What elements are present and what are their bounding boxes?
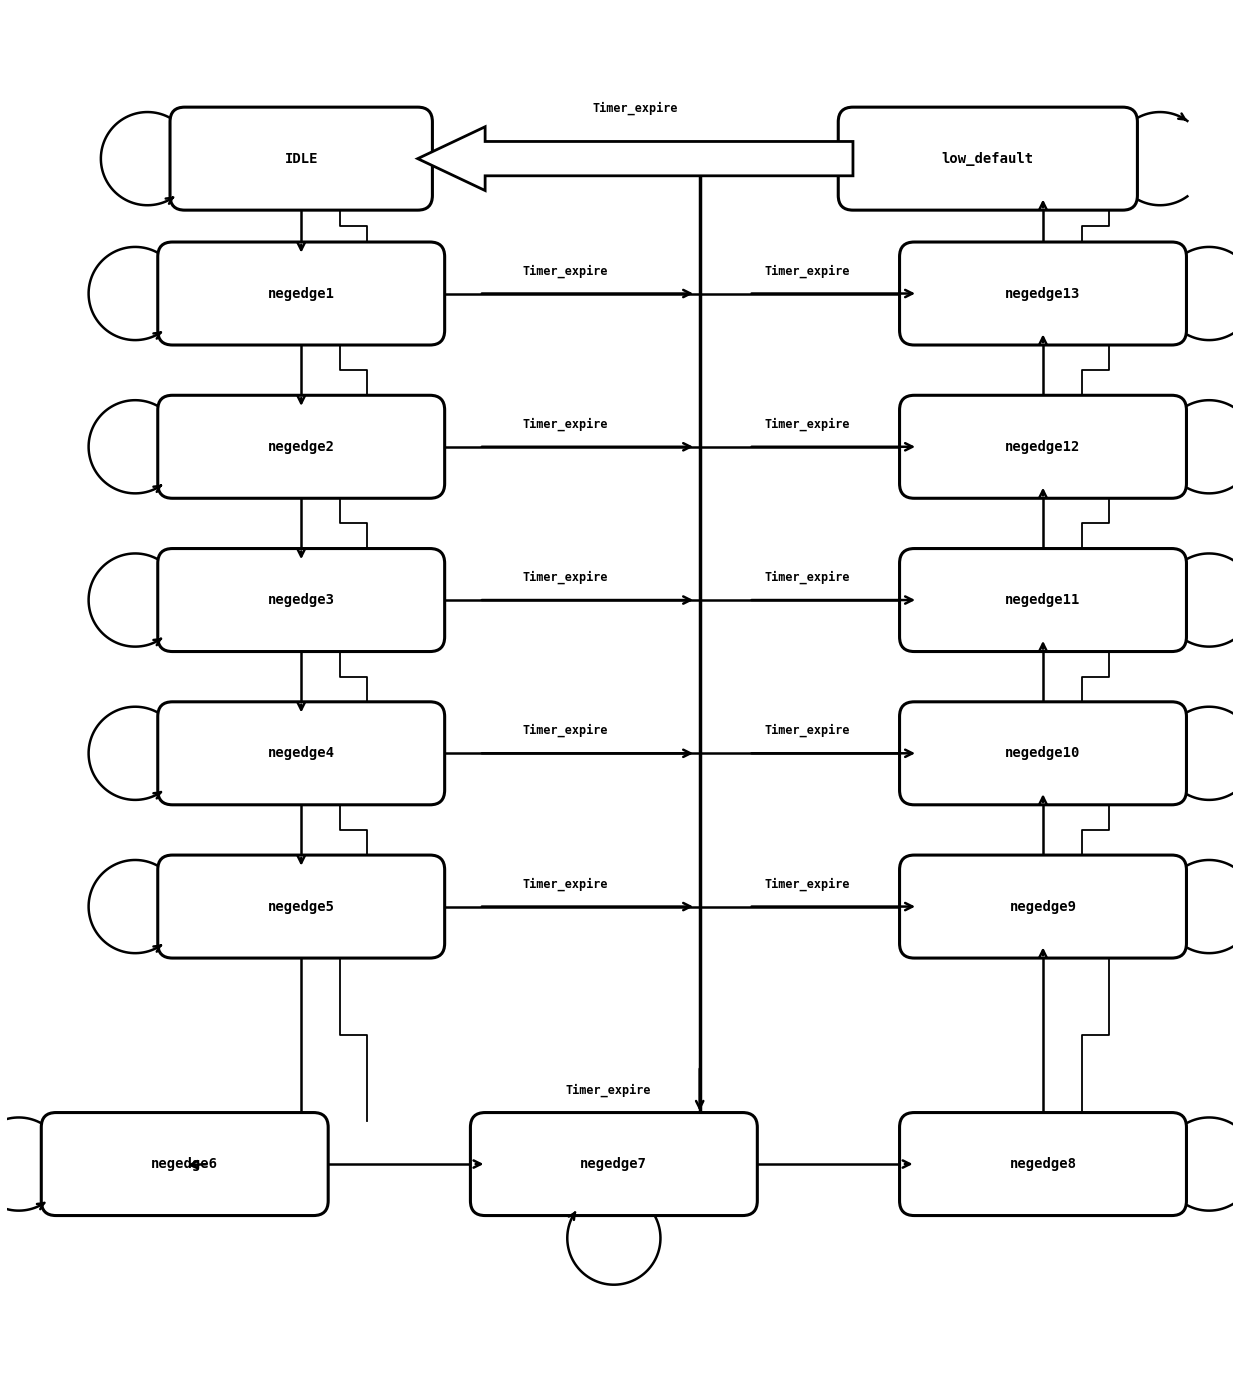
Text: negedge13: negedge13 <box>1006 286 1081 300</box>
Text: negedge11: negedge11 <box>1006 592 1081 608</box>
Text: low_default: low_default <box>941 152 1034 166</box>
Text: negedge5: negedge5 <box>268 900 335 913</box>
Text: Timer_expire: Timer_expire <box>764 264 849 278</box>
FancyBboxPatch shape <box>157 855 445 958</box>
FancyBboxPatch shape <box>899 702 1187 805</box>
Text: negedge7: negedge7 <box>580 1157 647 1171</box>
Text: Timer_expire: Timer_expire <box>522 264 608 278</box>
Text: Timer_expire: Timer_expire <box>764 570 849 584</box>
Text: Timer_expire: Timer_expire <box>565 1084 651 1096</box>
Text: negedge1: negedge1 <box>268 286 335 300</box>
Text: negedge6: negedge6 <box>151 1157 218 1171</box>
Text: Timer_expire: Timer_expire <box>764 724 849 738</box>
Text: Timer_expire: Timer_expire <box>522 877 608 891</box>
Text: negedge9: negedge9 <box>1009 900 1076 913</box>
FancyBboxPatch shape <box>41 1113 329 1215</box>
Text: Timer_expire: Timer_expire <box>522 570 608 584</box>
FancyBboxPatch shape <box>470 1113 758 1215</box>
Text: Timer_expire: Timer_expire <box>522 724 608 738</box>
Text: Timer_expire: Timer_expire <box>764 877 849 891</box>
FancyBboxPatch shape <box>157 396 445 498</box>
FancyBboxPatch shape <box>899 242 1187 345</box>
Text: negedge8: negedge8 <box>1009 1157 1076 1171</box>
Text: IDLE: IDLE <box>284 152 317 166</box>
Text: negedge4: negedge4 <box>268 746 335 760</box>
FancyBboxPatch shape <box>157 242 445 345</box>
Text: Timer_expire: Timer_expire <box>522 418 608 430</box>
Text: Timer_expire: Timer_expire <box>764 418 849 430</box>
Text: negedge3: negedge3 <box>268 592 335 608</box>
FancyBboxPatch shape <box>899 1113 1187 1215</box>
Text: negedge10: negedge10 <box>1006 746 1081 760</box>
FancyBboxPatch shape <box>899 548 1187 652</box>
FancyBboxPatch shape <box>170 107 433 210</box>
Text: negedge2: negedge2 <box>268 440 335 454</box>
Text: negedge12: negedge12 <box>1006 440 1081 454</box>
Text: Timer_expire: Timer_expire <box>593 101 678 115</box>
FancyBboxPatch shape <box>838 107 1137 210</box>
FancyBboxPatch shape <box>157 548 445 652</box>
FancyArrow shape <box>418 127 853 191</box>
FancyBboxPatch shape <box>899 396 1187 498</box>
FancyBboxPatch shape <box>899 855 1187 958</box>
FancyBboxPatch shape <box>157 702 445 805</box>
